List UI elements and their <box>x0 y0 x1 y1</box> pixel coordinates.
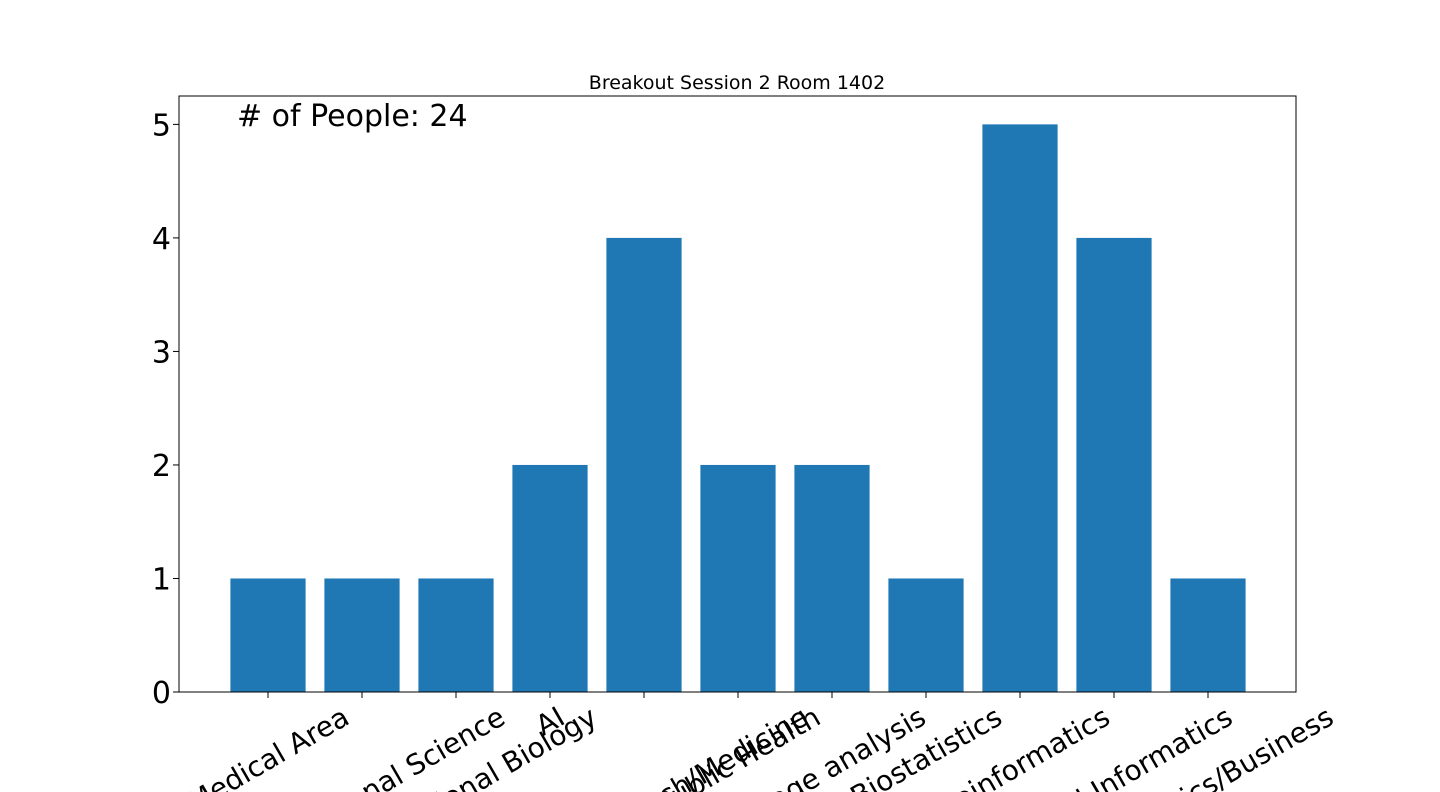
y-tick-label: 1 <box>152 562 171 597</box>
plot-frame <box>178 95 1297 693</box>
bar <box>606 237 682 692</box>
bar <box>1170 578 1246 692</box>
y-tick-label: 4 <box>152 222 171 257</box>
bar <box>512 464 588 692</box>
bar <box>888 578 964 692</box>
bar <box>982 124 1058 692</box>
bar <box>418 578 494 692</box>
chart-title: Breakout Session 2 Room 1402 <box>589 72 885 94</box>
bar <box>230 578 306 692</box>
bar <box>324 578 400 692</box>
bar <box>700 464 776 692</box>
y-tick-label: 0 <box>152 676 171 711</box>
bar <box>1076 237 1152 692</box>
annotation: # of People: 24 <box>237 99 468 134</box>
y-tick-label: 3 <box>152 335 171 370</box>
x-tick-label: Medical Area <box>182 700 355 792</box>
bar <box>794 464 870 692</box>
y-tick-label: 2 <box>152 449 171 484</box>
y-tick-label: 5 <box>152 108 171 143</box>
